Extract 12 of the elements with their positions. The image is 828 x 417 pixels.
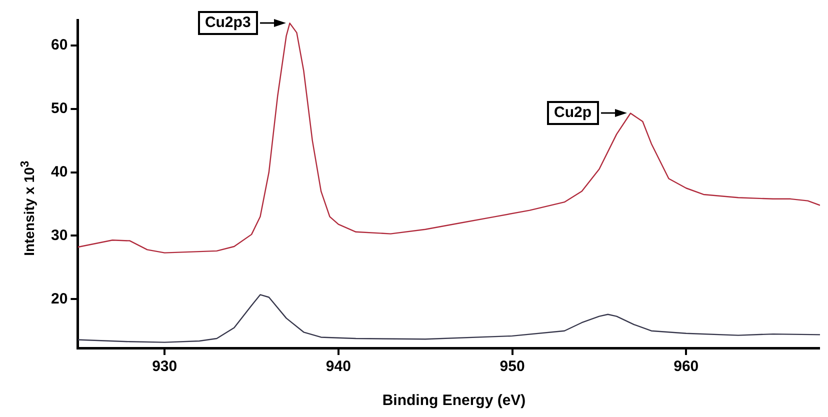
x-axis-title: Binding Energy (eV) [381, 392, 527, 409]
x-tick-label: 960 [674, 358, 699, 376]
y-tick-label: 20 [50, 290, 68, 308]
x-tick-label: 930 [152, 358, 178, 376]
annotation: Cu2p [547, 101, 599, 126]
x-tick-label: 950 [500, 358, 525, 376]
annotation: Cu2p3 [198, 11, 258, 36]
x-tick-label: 940 [326, 358, 351, 376]
y-tick-label: 50 [50, 100, 68, 117]
y-tick-label: 40 [50, 163, 68, 180]
y-tick-label: 30 [50, 226, 68, 244]
y-tick-label: 60 [50, 36, 68, 54]
